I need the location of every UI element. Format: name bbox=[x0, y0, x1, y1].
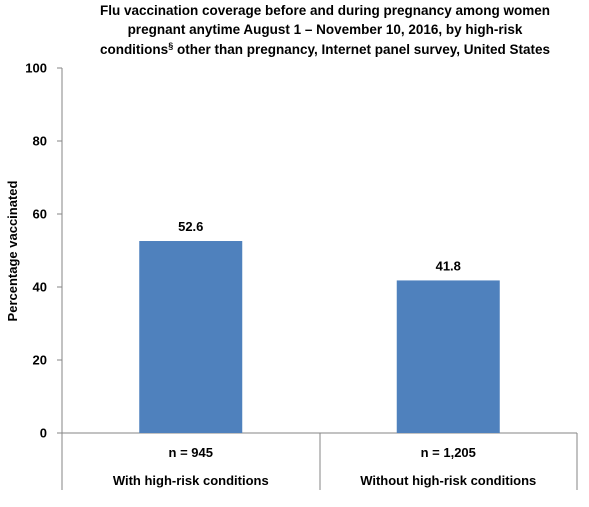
chart-title-line-3-part-b: other than pregnancy, Internet panel sur… bbox=[173, 42, 550, 57]
category-labels: n = 945 With high-risk conditions n = 1,20… bbox=[113, 445, 536, 488]
chart-title-line-2: pregnant anytime August 1 – November 10,… bbox=[128, 22, 523, 37]
bar-value-label: 52.6 bbox=[178, 219, 203, 234]
y-tick-label: 0 bbox=[40, 426, 47, 441]
category-label: Without high-risk conditions bbox=[360, 473, 536, 488]
y-tick-label: 40 bbox=[33, 280, 47, 295]
category-label: With high-risk conditions bbox=[113, 473, 269, 488]
y-tick-label: 80 bbox=[33, 134, 47, 149]
bar-without-high-risk bbox=[396, 280, 500, 433]
y-tick-label: 20 bbox=[33, 353, 47, 368]
chart-title-line-3-part-a: conditions bbox=[100, 42, 168, 57]
chart-title: Flu vaccination coverage before and duri… bbox=[100, 3, 550, 57]
bars bbox=[139, 241, 500, 433]
chart-title-footnote-mark: § bbox=[168, 41, 173, 51]
y-axis-title: Percentage vaccinated bbox=[5, 180, 20, 321]
chart-title-line-3: conditions§ other than pregnancy, Intern… bbox=[100, 41, 550, 57]
y-tick-label: 60 bbox=[33, 207, 47, 222]
bar-value-label: 41.8 bbox=[436, 258, 461, 273]
sample-size-label: n = 945 bbox=[169, 445, 213, 460]
sample-size-label: n = 1,205 bbox=[421, 445, 476, 460]
y-tick-label: 100 bbox=[25, 61, 47, 76]
chart-title-line-1: Flu vaccination coverage before and duri… bbox=[100, 3, 550, 18]
data-labels: 52.6 41.8 bbox=[178, 219, 461, 273]
y-axis-ticks: 0 20 40 60 80 100 bbox=[25, 61, 62, 441]
bar-with-high-risk bbox=[139, 241, 243, 433]
